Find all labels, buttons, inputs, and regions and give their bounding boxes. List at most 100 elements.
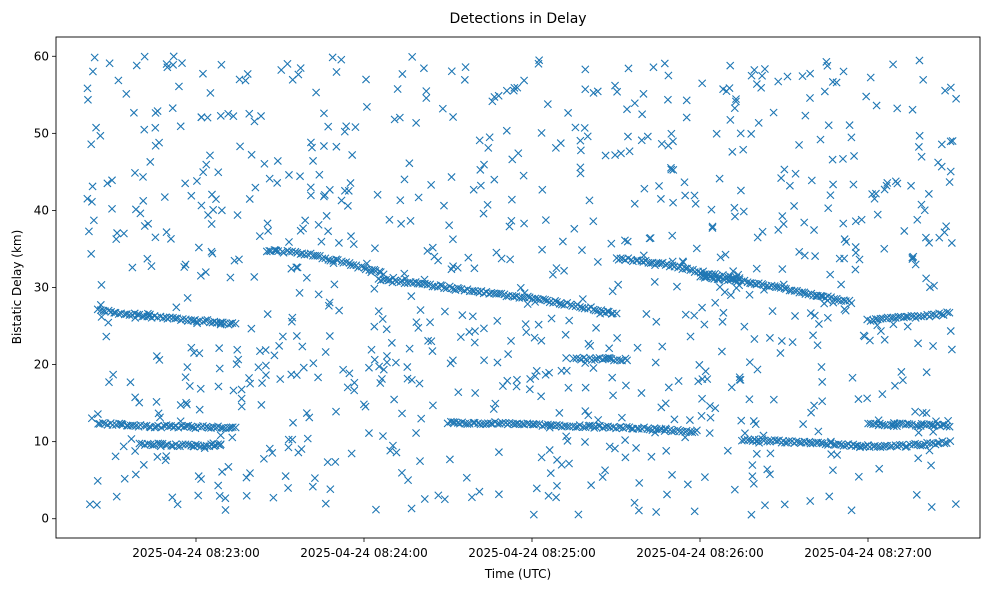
x-tick-label: 2025-04-24 08:27:00 [804,546,931,560]
data-point [217,206,226,215]
data-point [449,113,458,122]
data-point [329,259,338,268]
data-point [785,437,794,446]
data-point [382,325,391,334]
data-point [210,317,219,326]
data-point [201,316,210,325]
data-point [384,276,393,285]
data-point [406,216,415,225]
data-point [634,506,643,515]
data-point [893,179,902,188]
data-point [873,210,882,219]
data-point [182,398,191,407]
data-point [228,319,237,328]
data-point [135,398,144,407]
data-point [347,449,356,458]
data-point [670,415,679,424]
data-point [326,485,335,494]
data-point [275,341,284,350]
data-point [173,442,182,451]
data-point [237,394,246,403]
data-point [461,63,470,72]
data-point [491,399,500,408]
data-point [719,308,728,317]
data-point [196,384,205,393]
data-point [611,151,620,160]
data-point [682,113,691,122]
data-point [945,178,954,187]
data-point [946,137,955,146]
data-point [889,422,898,431]
data-point [778,212,787,221]
data-point [135,439,144,448]
data-point [917,312,926,321]
data-point [753,233,762,242]
data-point [294,448,303,457]
data-point [332,255,341,264]
data-point [398,69,407,78]
data-point [806,69,815,78]
data-point [284,443,293,452]
data-point [202,422,211,431]
data-point [83,194,92,203]
data-point [303,250,312,259]
data-point [740,436,749,445]
data-point [652,508,661,516]
data-point [485,133,494,142]
data-point [531,294,540,303]
data-point [896,312,905,321]
data-point [184,421,193,430]
data-point [563,422,572,431]
data-point [108,421,117,430]
data-point [445,221,454,230]
data-point [247,324,256,333]
data-point [679,258,688,267]
data-point [685,416,694,425]
data-point [656,194,665,203]
data-point [946,327,955,336]
data-point [915,56,924,65]
data-point [668,470,677,479]
data-point [463,420,472,429]
data-point [889,320,898,329]
data-point [396,196,405,205]
data-point [690,191,699,200]
data-point [943,308,952,317]
data-point [147,262,156,271]
data-point [672,282,681,291]
data-point [453,263,462,272]
data-point [698,79,707,88]
data-point [261,346,270,355]
data-point [119,229,128,238]
data-point [324,122,333,131]
data-point [778,265,787,274]
data-point [564,383,573,392]
data-point [790,201,799,210]
data-point [922,368,931,377]
data-point [610,444,619,453]
data-point [711,404,720,413]
data-point [87,414,96,423]
data-point [108,176,116,185]
data-point [810,401,819,410]
data-point [296,172,305,181]
data-point [552,264,561,273]
data-point [199,168,208,177]
data-point [605,442,614,451]
data-point [875,464,884,473]
data-point [92,123,101,132]
data-point [712,129,721,138]
data-point [921,233,930,242]
data-point [207,220,216,228]
data-point [308,482,317,491]
data-point [882,181,891,190]
data-point [98,418,107,427]
data-point [939,310,948,319]
data-point [140,125,149,134]
data-point [538,245,547,254]
data-point [912,490,921,499]
data-point [195,349,204,358]
data-point [340,127,349,136]
data-point [434,491,443,500]
data-point [395,113,404,122]
